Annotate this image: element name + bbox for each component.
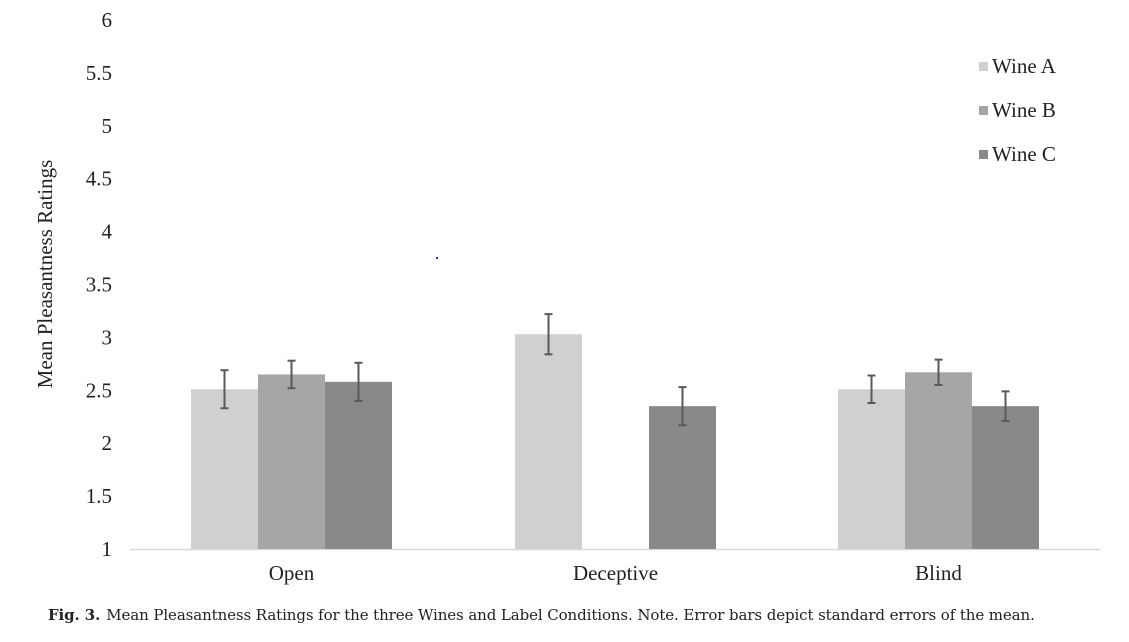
y-tick-label: 6 <box>102 8 113 32</box>
y-tick-label: 5.5 <box>86 61 112 85</box>
x-axis-categories: Open Deceptive Blind <box>269 561 963 585</box>
bar-wine-c-blind <box>972 406 1039 549</box>
bar-wine-a-deceptive <box>515 334 582 549</box>
figure-label: Fig. 3. <box>48 606 101 624</box>
figure-caption-text: Mean Pleasantness Ratings for the three … <box>106 606 1035 624</box>
legend-swatch-icon <box>979 106 988 115</box>
y-tick-label: 2.5 <box>86 378 112 402</box>
bar-wine-c-deceptive <box>649 406 716 549</box>
y-tick-label: 1 <box>102 537 113 561</box>
y-tick-label: 1.5 <box>86 484 112 508</box>
legend: Wine A Wine B Wine C <box>979 54 1057 166</box>
y-tick-label: 4.5 <box>86 167 112 191</box>
legend-label: Wine B <box>992 98 1056 122</box>
figure-caption: Fig. 3. Mean Pleasantness Ratings for the… <box>48 606 1035 624</box>
x-category-label: Blind <box>915 561 962 585</box>
legend-swatch-icon <box>979 150 988 159</box>
bar-chart: 1 1.5 2 2.5 3 3.5 4 4.5 5 5.5 6 Mean Pleasantness … <box>33 8 1101 585</box>
x-category-label: Deceptive <box>573 561 658 585</box>
bar-wine-a-blind <box>838 389 905 549</box>
y-tick-label: 2 <box>102 431 113 455</box>
legend-swatch-icon <box>979 62 988 71</box>
bar-wine-b-blind <box>905 372 972 549</box>
bar-wine-c-open <box>325 381 392 549</box>
y-tick-label: 4 <box>102 220 113 244</box>
bar-wine-b-open <box>258 374 325 549</box>
error-bars <box>220 313 1010 427</box>
y-axis-ticks: 1 1.5 2 2.5 3 3.5 4 4.5 5 5.5 6 <box>86 8 113 561</box>
y-tick-label: 3 <box>102 325 113 349</box>
bar-wine-a-open <box>191 389 258 549</box>
y-axis-label: Mean Pleasantness Ratings <box>33 160 57 389</box>
x-category-label: Open <box>269 561 315 585</box>
y-tick-label: 3.5 <box>86 273 112 297</box>
stray-dot-artifact <box>436 257 438 259</box>
legend-label: Wine C <box>992 142 1056 166</box>
bar-series <box>191 334 1039 549</box>
legend-label: Wine A <box>992 54 1057 78</box>
y-tick-label: 5 <box>102 114 113 138</box>
